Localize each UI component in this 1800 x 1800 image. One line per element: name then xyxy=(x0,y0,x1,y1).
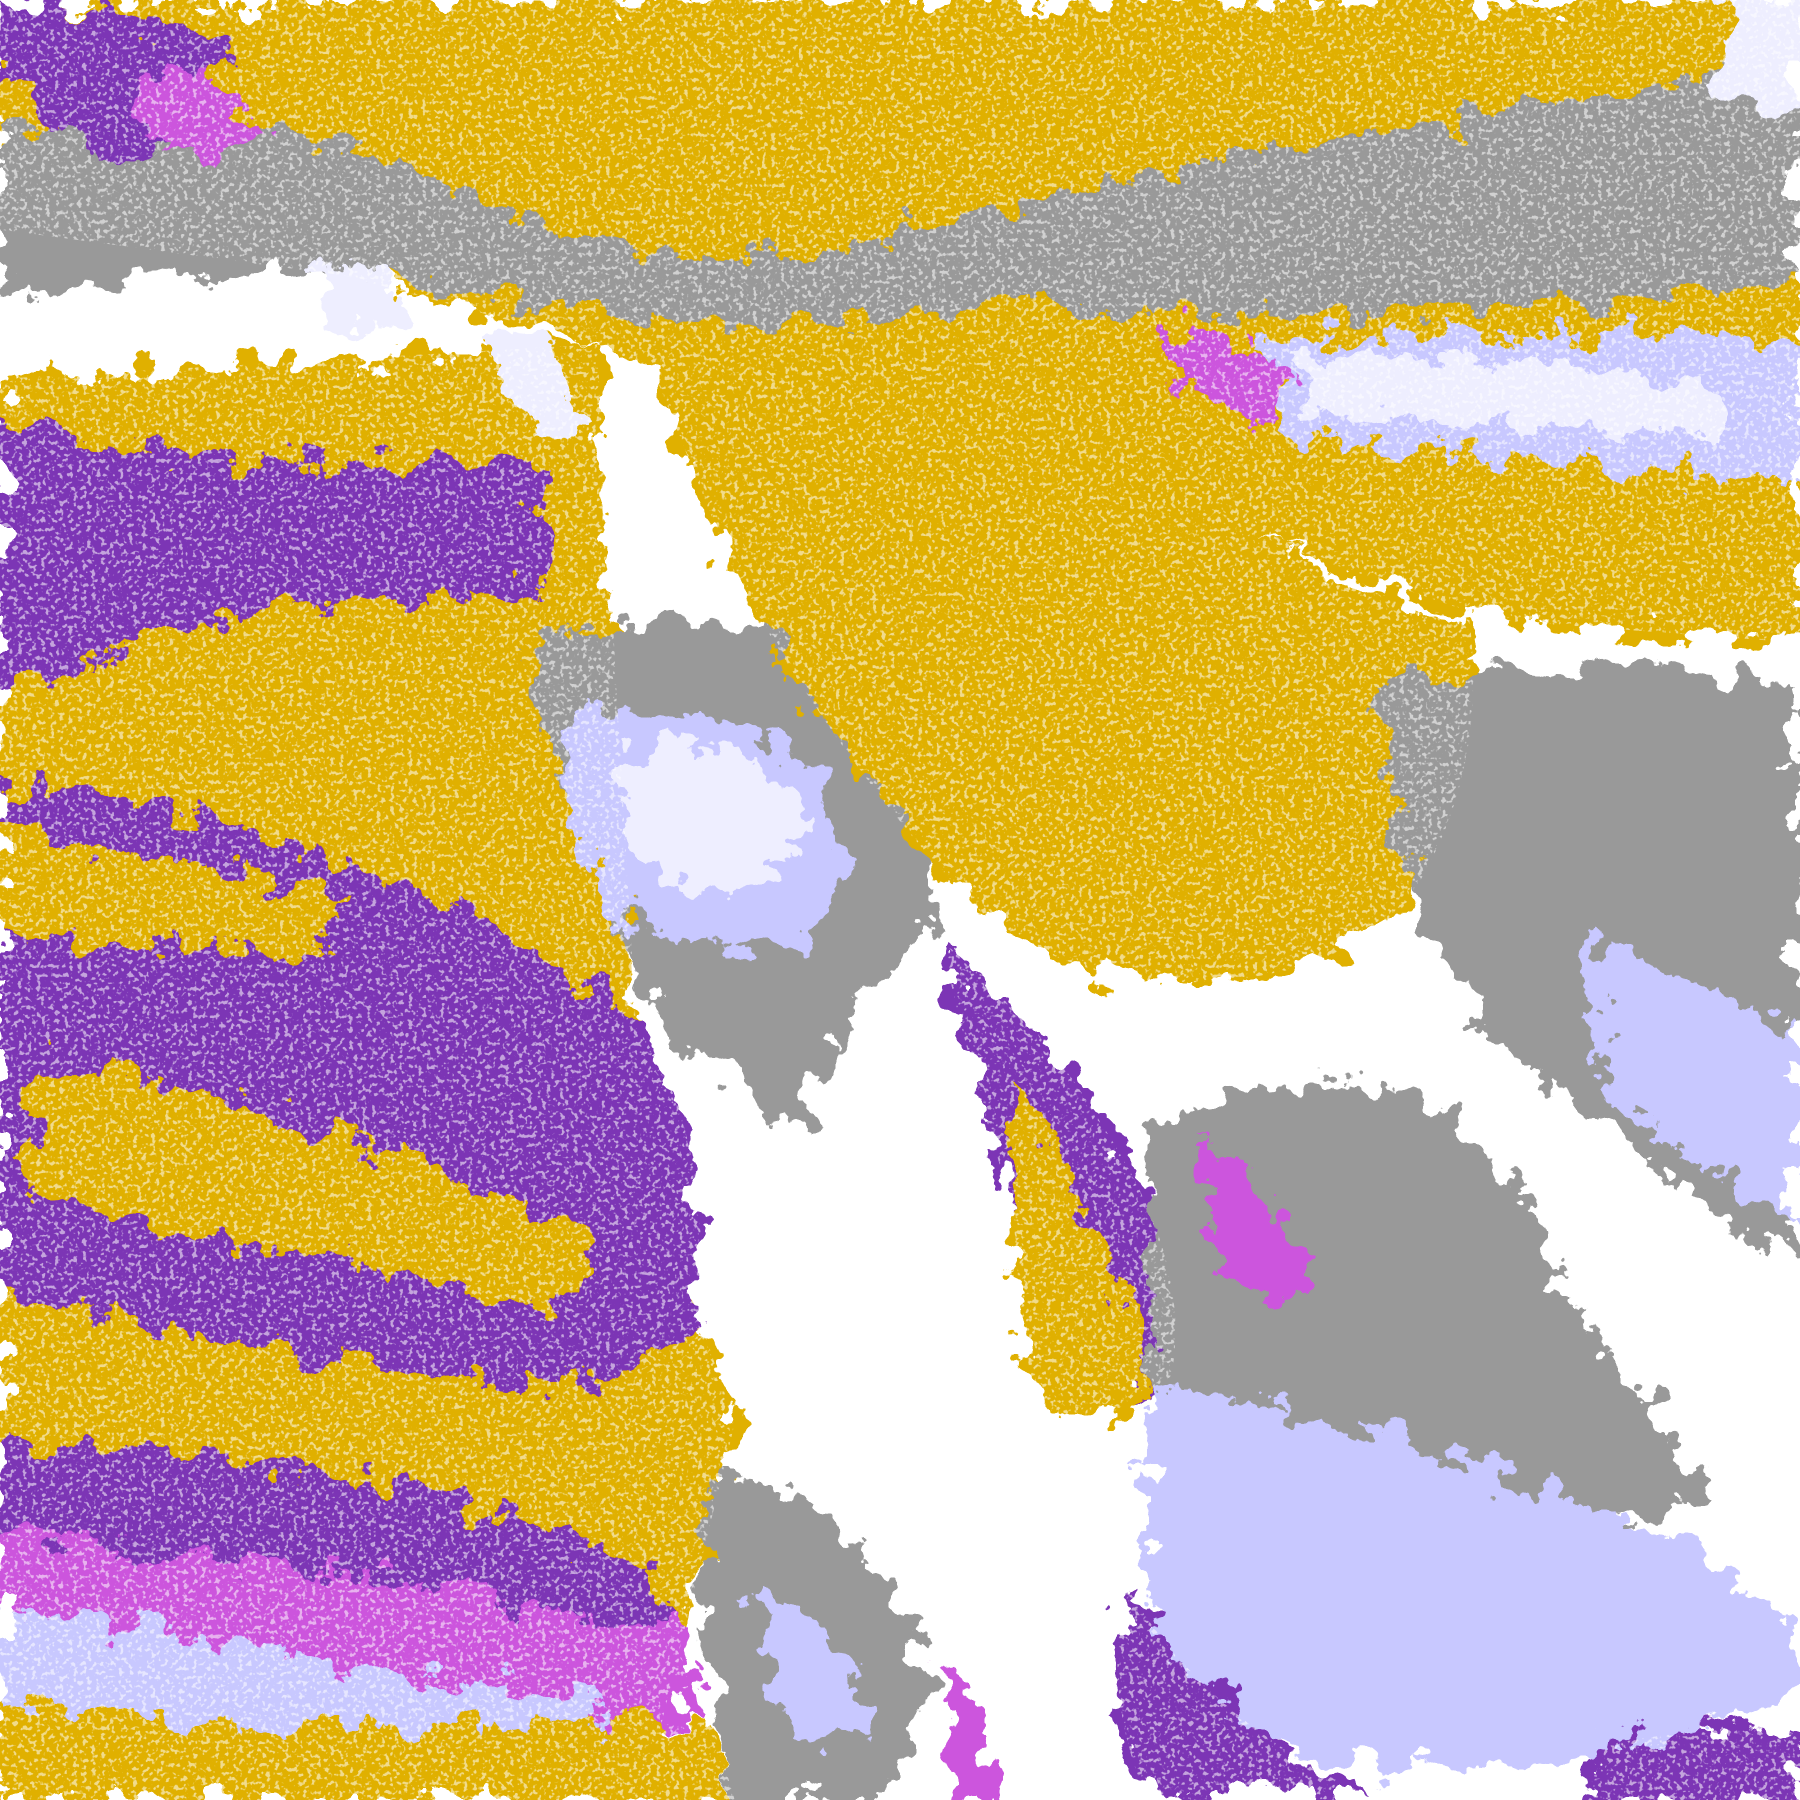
texture-speckle-gold xyxy=(22,1056,597,1309)
cloud-class-region-lavender xyxy=(757,1584,873,1745)
texture-speckle-purple xyxy=(1117,1584,1378,1800)
texture-speckle-purple xyxy=(0,1446,689,1677)
texture-speckle-gold xyxy=(0,1698,735,1800)
cloud-class-region-magenta xyxy=(941,1653,999,1800)
texture-speckle-gold xyxy=(0,0,1800,643)
texture-speckle-purple xyxy=(0,413,540,689)
texture-speckle-gold xyxy=(1010,1079,1148,1419)
texture-speckle-purple xyxy=(0,0,230,161)
cloud-class-region-magenta xyxy=(1205,1147,1309,1305)
cloud-class-region-lavender xyxy=(1584,941,1800,1217)
texture-speckle-gold xyxy=(0,826,345,965)
texture-speckle-purple xyxy=(1584,1729,1800,1800)
cloud-class-region-pale-lavender xyxy=(619,747,804,896)
texture-speckle-gold xyxy=(642,332,1474,983)
cloud-class-region-lavender xyxy=(1147,1377,1800,1768)
